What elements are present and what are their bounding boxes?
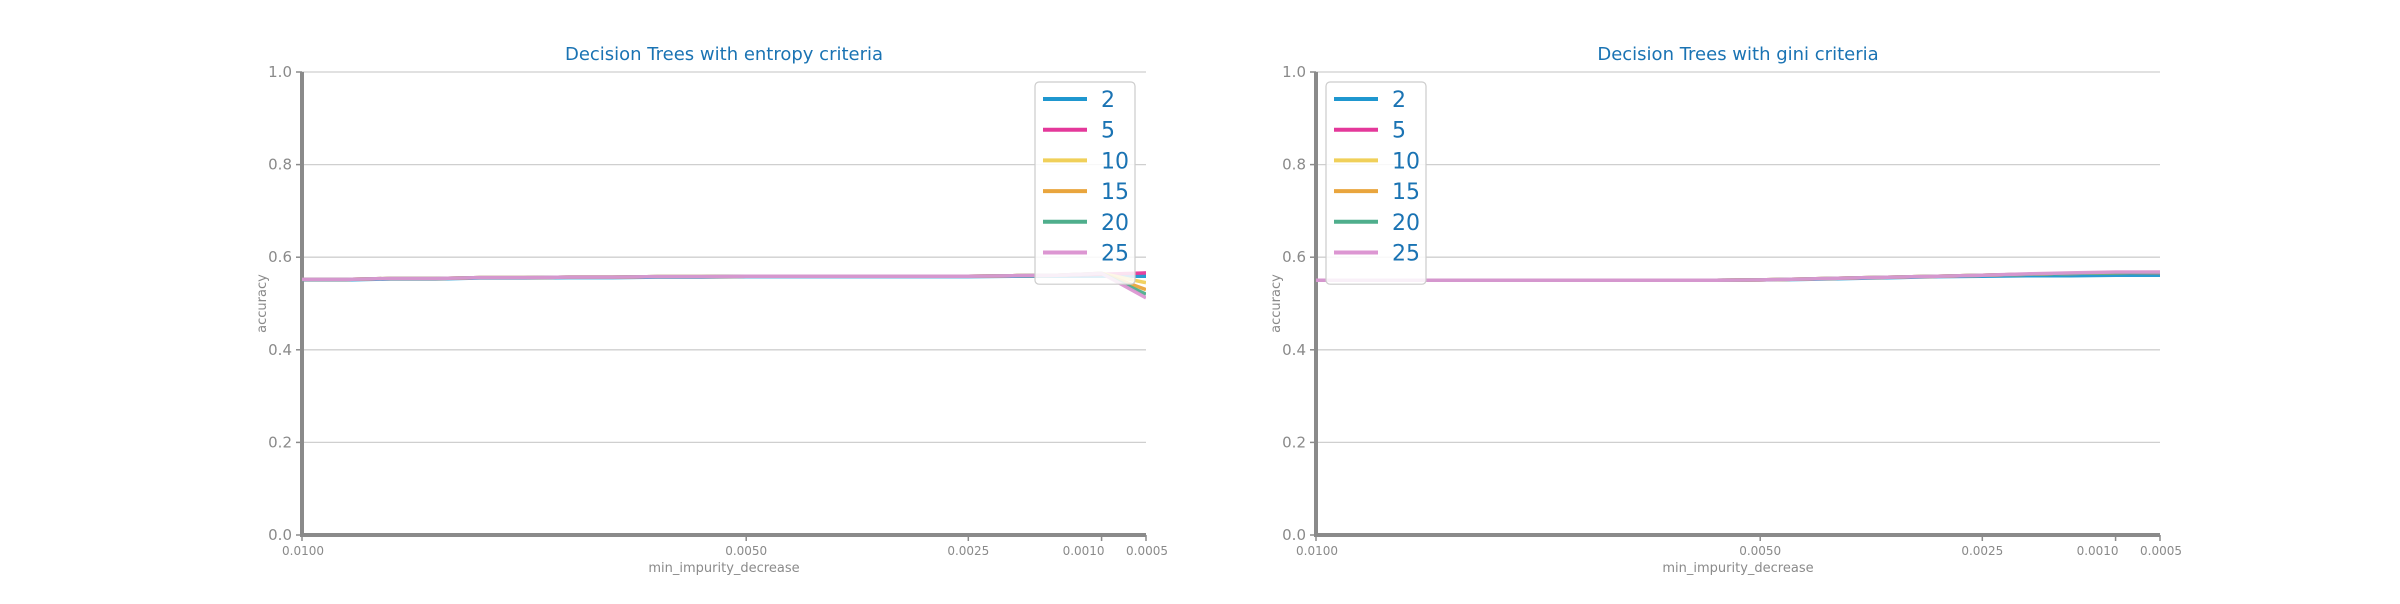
chart-1: 0.0 0.2 0.4 0.6 0.8 1.0 0.0100 0.0050 0.0025 0.00… bbox=[255, 44, 1168, 576]
y-tick-label: 0.8 bbox=[268, 156, 292, 174]
y-tick-label: 0.8 bbox=[1282, 156, 1306, 174]
legend-label-5: 5 bbox=[1101, 119, 1115, 144]
y-axis-label: accuracy bbox=[255, 274, 270, 333]
legend-label-20: 20 bbox=[1392, 211, 1420, 236]
x-axis-label: min_impurity_decrease bbox=[1662, 561, 1813, 576]
y-tick-label: 1.0 bbox=[1282, 63, 1306, 81]
x-tick-label: 0.0100 bbox=[282, 544, 324, 558]
y-tick-label: 0.0 bbox=[1282, 526, 1306, 544]
y-axis-label: accuracy bbox=[1269, 274, 1284, 333]
y-tick-label: 0.6 bbox=[1282, 248, 1306, 266]
x-tick-label: 0.0005 bbox=[1126, 544, 1168, 558]
chart-title: Decision Trees with gini criteria bbox=[1597, 44, 1878, 65]
y-tick-label: 1.0 bbox=[268, 63, 292, 81]
series-group bbox=[1316, 270, 2160, 283]
y-tick-label: 0.2 bbox=[268, 433, 292, 451]
y-tick-label: 0.4 bbox=[1282, 341, 1306, 359]
legend-label-15: 15 bbox=[1101, 180, 1129, 205]
legend-label-25: 25 bbox=[1392, 242, 1420, 267]
y-tick-label: 0.4 bbox=[268, 341, 292, 359]
x-axis-label: min_impurity_decrease bbox=[648, 561, 799, 576]
legend-label-25: 25 bbox=[1101, 242, 1129, 267]
chart-title: Decision Trees with entropy criteria bbox=[565, 44, 883, 65]
legend-label-2: 2 bbox=[1392, 88, 1406, 113]
x-tick-label: 0.0025 bbox=[947, 544, 989, 558]
chart-2: 0.0 0.2 0.4 0.6 0.8 1.0 0.0100 0.0050 0.0025 0.00… bbox=[1269, 44, 2182, 576]
legend-label-10: 10 bbox=[1392, 149, 1420, 174]
series-group bbox=[302, 271, 1146, 300]
legend-label-2: 2 bbox=[1101, 88, 1115, 113]
legend-label-10: 10 bbox=[1101, 149, 1129, 174]
legend-box bbox=[1034, 81, 1136, 285]
x-tick-label: 0.0010 bbox=[2077, 544, 2119, 558]
x-tick-label: 0.0100 bbox=[1296, 544, 1338, 558]
x-tick-label: 0.0050 bbox=[725, 544, 767, 558]
series-line-25 bbox=[302, 271, 1146, 300]
x-tick-label: 0.0025 bbox=[1961, 544, 2003, 558]
series-line-25 bbox=[1316, 270, 2160, 283]
y-tick-label: 0.2 bbox=[1282, 433, 1306, 451]
legend-label-15: 15 bbox=[1392, 180, 1420, 205]
x-tick-label: 0.0005 bbox=[2140, 544, 2182, 558]
legend-label-5: 5 bbox=[1392, 119, 1406, 144]
x-tick-label: 0.0010 bbox=[1063, 544, 1105, 558]
legend-label-20: 20 bbox=[1101, 211, 1129, 236]
x-tick-label: 0.0050 bbox=[1739, 544, 1781, 558]
y-tick-label: 0.6 bbox=[268, 248, 292, 266]
legend-box bbox=[1325, 81, 1427, 285]
y-tick-label: 0.0 bbox=[268, 526, 292, 544]
